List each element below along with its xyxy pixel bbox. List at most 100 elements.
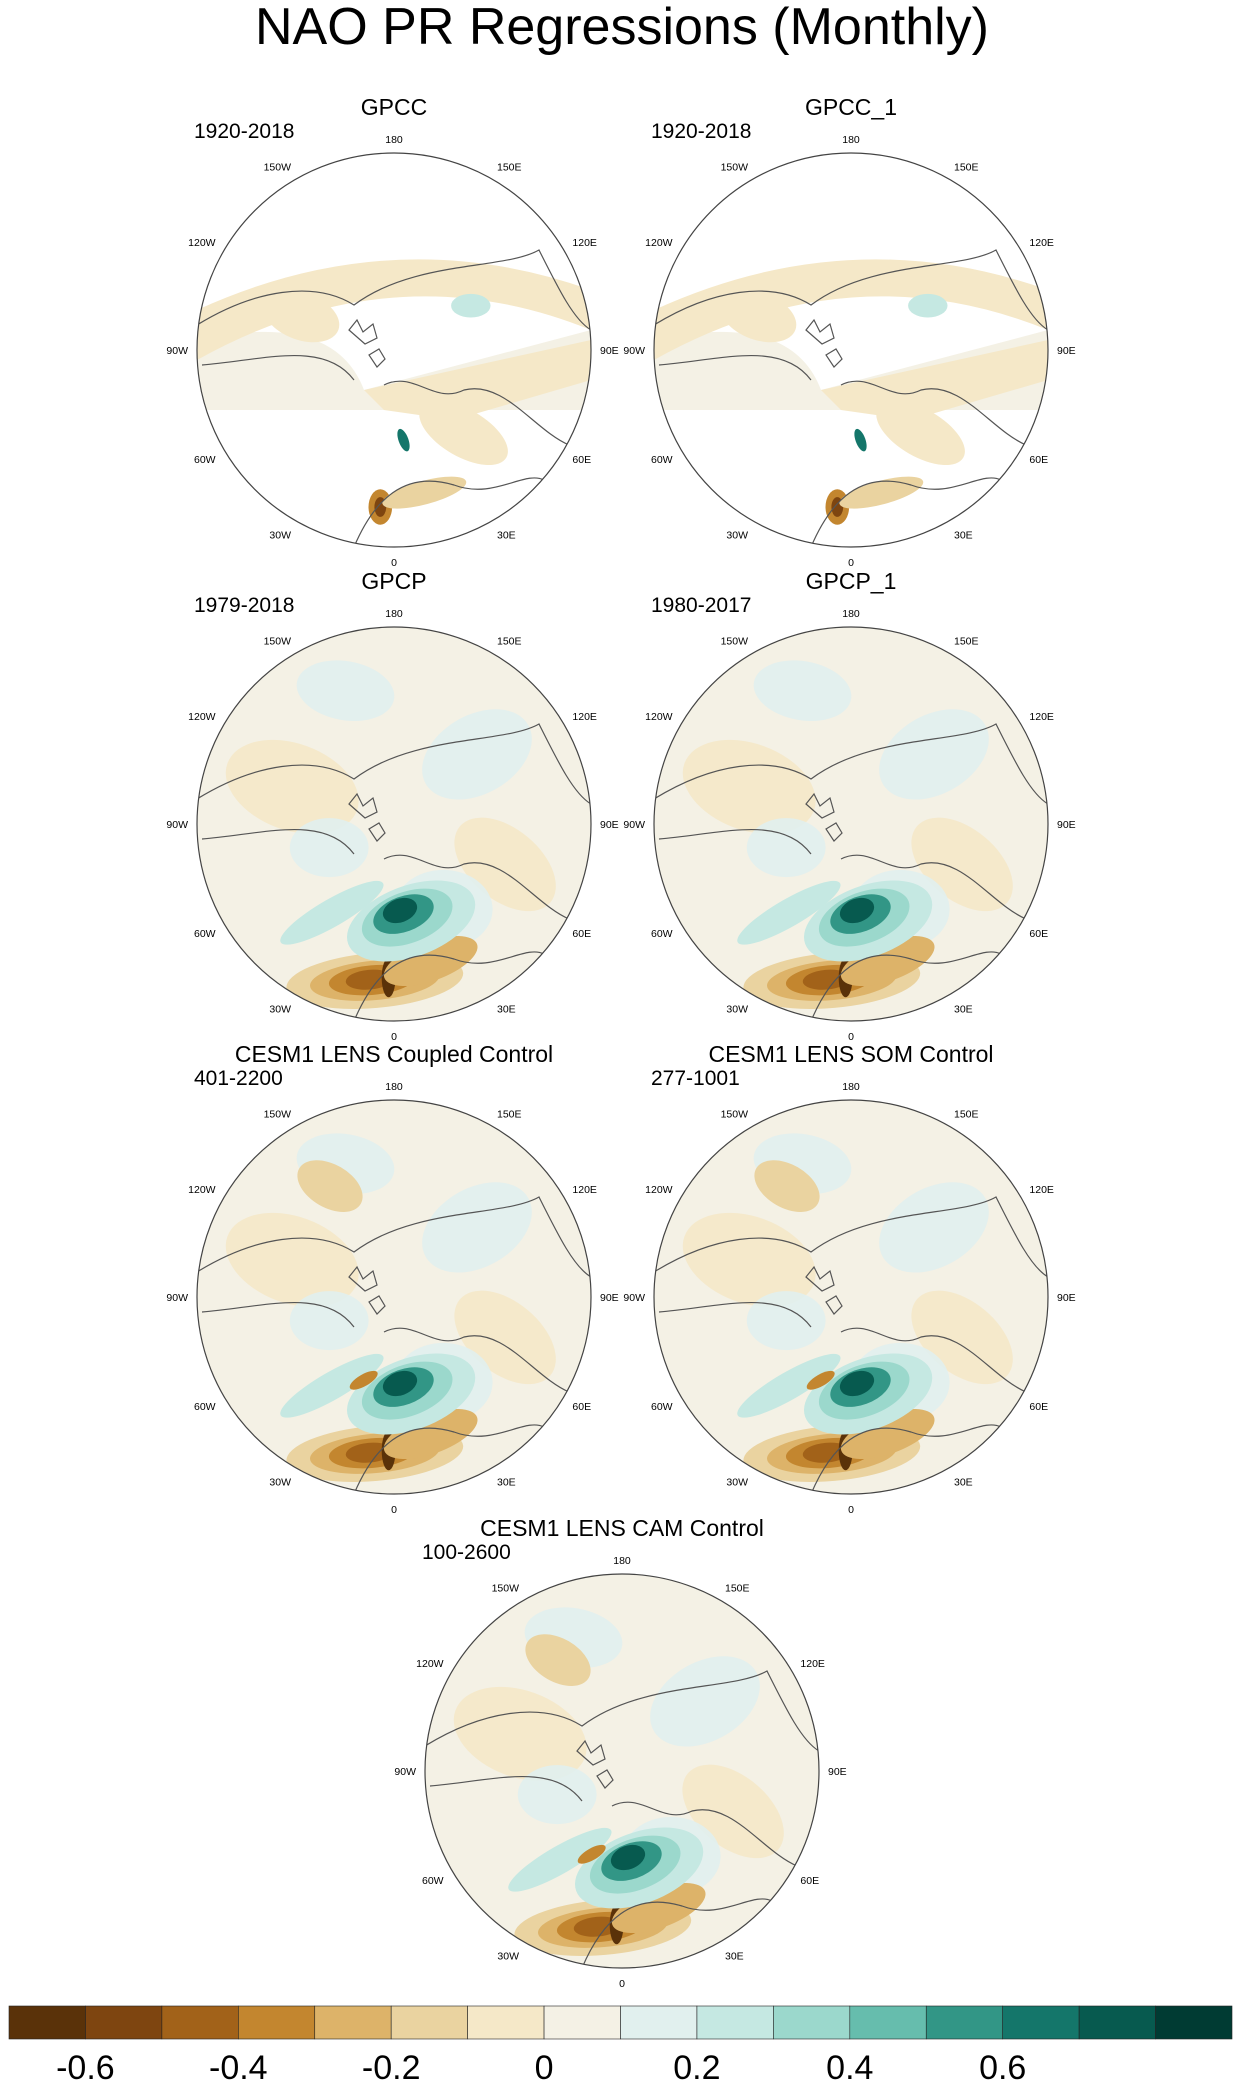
field-contour <box>802 1442 850 1463</box>
longitude-label: 90E <box>1057 345 1076 357</box>
longitude-label: 120W <box>416 1658 444 1670</box>
longitude-label: 150W <box>721 1109 749 1121</box>
field-contour <box>349 1370 378 1390</box>
map-field <box>425 1574 819 1968</box>
longitude-label: 30E <box>497 529 516 541</box>
longitude-label: 0 <box>848 1504 854 1516</box>
colorbar-swatch <box>696 2005 774 2040</box>
colorbar-swatch <box>1002 2005 1080 2040</box>
coastline-islands <box>348 318 386 368</box>
map-border <box>424 1573 820 1969</box>
map-panel: GPCP 1979-2018 180 150E 120E 90E 60E 30E 0 30W 60W… <box>166 568 618 1043</box>
colorbar: -0.6 -0.4 -0.2 0 0.2 0.4 0.6 <box>8 2005 1233 2086</box>
field-contour <box>297 1160 363 1212</box>
panel-title: GPCP <box>361 568 426 594</box>
field-contour <box>720 290 797 343</box>
colorbar-swatch <box>773 2005 851 2040</box>
field-contour <box>225 739 359 834</box>
longitude-label: 30W <box>726 1476 748 1488</box>
longitude-label: 0 <box>391 1504 397 1516</box>
longitude-label: 150E <box>497 162 522 174</box>
coastline-africa <box>810 477 1002 547</box>
field-contour <box>737 880 841 945</box>
longitude-label: 60W <box>194 454 216 466</box>
map-border <box>196 626 592 1022</box>
longitude-labels: 180 150E 120E 90E 60E 30E 0 30W 60W 90W 120W 150W <box>623 134 1075 569</box>
coastlines <box>654 249 1048 547</box>
longitude-label: 30W <box>269 529 291 541</box>
field-contour <box>611 1882 706 1934</box>
panel-period: 1979-2018 <box>194 594 294 617</box>
field-contour <box>753 660 852 721</box>
longitude-label: 30W <box>269 1476 291 1488</box>
longitude-label: 90E <box>600 819 619 831</box>
longitude-labels: 180 150E 120E 90E 60E 30E 0 30W 60W 90W 120W 150W <box>394 1555 846 1990</box>
longitude-label: 30E <box>497 1003 516 1015</box>
field-contour <box>682 1212 816 1307</box>
longitude-label: 120E <box>572 237 597 249</box>
longitude-label: 120E <box>1029 711 1054 723</box>
longitude-label: 60W <box>651 928 673 940</box>
figure-title: NAO PR Regressions (Monthly) <box>255 0 989 56</box>
colorbar-tick-label: -0.2 <box>362 2049 421 2086</box>
field-contour <box>839 1370 875 1397</box>
coastline-africa <box>353 1424 545 1494</box>
coastline-eurasia <box>840 380 1027 446</box>
field-contour <box>383 1408 478 1460</box>
longitude-label: 60W <box>194 1401 216 1413</box>
longitude-label: 90W <box>394 1766 416 1778</box>
longitude-label: 60E <box>1029 454 1048 466</box>
field-contour <box>577 1844 606 1864</box>
colorbar-swatch <box>620 2005 698 2040</box>
map-field <box>654 153 1048 547</box>
field-contour <box>289 818 369 878</box>
colorbar-swatch <box>85 2005 163 2040</box>
longitude-label: 90W <box>623 819 645 831</box>
field-contour <box>746 1291 826 1351</box>
panel-period: 1920-2018 <box>651 120 751 143</box>
field-contour <box>453 1686 587 1781</box>
field-contour <box>508 1827 612 1892</box>
longitude-label: 150W <box>721 162 749 174</box>
field-contour <box>517 1765 597 1825</box>
coastline-africa <box>581 1898 773 1968</box>
colorbar-swatch <box>543 2005 621 2040</box>
coastline-eurasia <box>383 1327 570 1393</box>
longitude-label: 120W <box>188 237 216 249</box>
coastlines <box>197 1196 591 1494</box>
longitude-label: 30W <box>269 1003 291 1015</box>
longitude-label: 120E <box>1029 237 1054 249</box>
field-contour <box>754 1160 820 1212</box>
panel-period: 1920-2018 <box>194 120 294 143</box>
field-contour <box>451 293 491 318</box>
longitude-label: 150W <box>264 1109 292 1121</box>
colorbar-swatch <box>238 2005 316 2040</box>
map-border <box>196 152 592 548</box>
map-field <box>197 627 591 1021</box>
map-field <box>197 1100 591 1494</box>
land-shading <box>654 259 1048 360</box>
longitude-label: 150E <box>954 636 979 648</box>
longitude-label: 180 <box>842 134 860 146</box>
map-field <box>197 153 591 547</box>
land-shading <box>364 340 591 420</box>
coastline-america <box>658 829 812 855</box>
coastline-africa <box>810 1424 1002 1494</box>
coastline-eurasia <box>383 380 570 446</box>
field-contour <box>737 1353 841 1418</box>
coastline-islands <box>805 318 843 368</box>
longitude-label: 90E <box>1057 1292 1076 1304</box>
colorbar-swatch <box>467 2005 545 2040</box>
longitude-label: 150W <box>492 1583 520 1595</box>
coastline-eurasia <box>840 1327 1027 1393</box>
map-border <box>653 152 1049 548</box>
panel-title: GPCP_1 <box>806 568 897 594</box>
field-contour <box>802 969 850 990</box>
longitude-label: 120W <box>188 711 216 723</box>
colorbar-swatch <box>925 2005 1003 2040</box>
colorbar-tick-label: -0.6 <box>56 2049 115 2086</box>
longitude-label: 90W <box>166 345 188 357</box>
